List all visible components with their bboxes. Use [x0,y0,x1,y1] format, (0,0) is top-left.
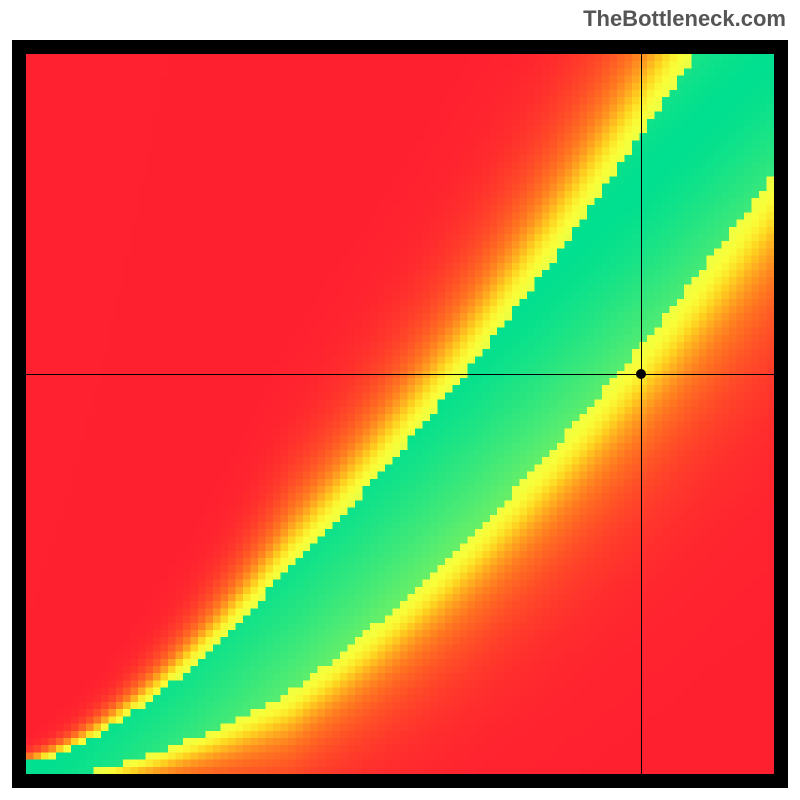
crosshair-marker [636,369,646,379]
crosshair-vertical [641,54,642,774]
watermark-text: TheBottleneck.com [583,6,786,32]
plot-frame [12,40,788,788]
crosshair-horizontal [26,374,774,375]
plot-inner [26,54,774,774]
heatmap-canvas [26,54,774,774]
chart-container: TheBottleneck.com [0,0,800,800]
